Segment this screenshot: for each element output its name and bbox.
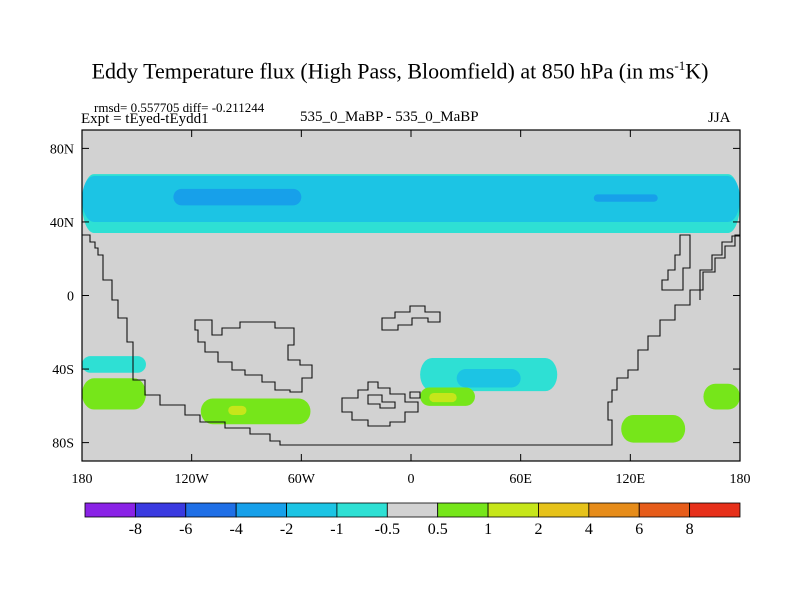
colorbar-swatch (84, 502, 136, 518)
region-sh-eastpacific-positive (703, 383, 740, 410)
coastline-south-america (82, 234, 613, 446)
colorbar-swatch (437, 502, 489, 518)
experiment-label: Expt = tEyed-tEydd1 (81, 111, 209, 127)
colorbar-swatch (286, 502, 338, 518)
x-tick-label: 120W (175, 472, 210, 487)
colorbar-label: -6 (179, 521, 192, 538)
chart-title: Eddy Temperature flux (High Pass, Bloomf… (0, 58, 800, 84)
y-tick-label: 80N (50, 142, 74, 157)
colorbar-label: -4 (229, 521, 242, 538)
chart-title-main: Eddy Temperature flux (High Pass, Bloomf… (91, 58, 675, 84)
coastline-antarctica-west (341, 381, 419, 427)
coastline-antarctica-east (607, 234, 740, 440)
coastlines (82, 234, 740, 446)
colorbar-swatch (487, 502, 539, 518)
region-sh-indian-negative-core (456, 369, 521, 388)
x-tick-label: 180 (730, 472, 751, 487)
comparison-label: 535_0_MaBP - 535_0_MaBP (300, 109, 479, 125)
colorbar-swatch (689, 502, 741, 518)
coastline-australia (381, 305, 441, 331)
x-tick-label: 120E (616, 472, 646, 487)
chart-title-superscript: -1 (674, 58, 686, 73)
y-tick-label: 40S (52, 363, 74, 378)
colorbar-swatch (638, 502, 691, 518)
coastline-small-island (409, 391, 421, 399)
y-tick-label: 40N (50, 216, 74, 231)
region-nh-band-strong-asia (593, 194, 658, 202)
colorbar-swatch (588, 502, 640, 518)
region-sh-pacific-negative (82, 356, 146, 373)
x-axis: 180 120W 60W 0 60E 120E 180 (72, 130, 751, 487)
region-sh-australia-positive (621, 415, 686, 443)
colorbar-label: -1 (330, 521, 343, 538)
colorbar-swatch (185, 502, 237, 518)
region-sh-pacific-positive (82, 378, 146, 410)
chart-title-end: K) (685, 58, 709, 84)
colorbar-label: -2 (280, 521, 293, 538)
colorbar: -8 -6 -4 -2 -1 -0.5 0.5 1 2 4 6 8 (84, 502, 741, 538)
contour-regions (82, 174, 740, 443)
x-tick-label: 60W (288, 472, 316, 487)
region-nh-band-core (82, 175, 740, 222)
coastline-eastern-edge (699, 235, 740, 300)
y-tick-label: 0 (67, 290, 74, 305)
colorbar-label: 1 (484, 521, 492, 538)
region-sh-southamerica-positive (200, 398, 311, 425)
coastline-island (367, 394, 396, 409)
colorbar-label: 2 (534, 521, 542, 538)
x-tick-label: 60E (509, 472, 532, 487)
colorbar-label: 4 (585, 521, 593, 538)
colorbar-label: -0.5 (375, 521, 400, 538)
coastline-africa (194, 319, 313, 393)
colorbar-label: 8 (686, 521, 694, 538)
colorbar-label: 6 (635, 521, 643, 538)
colorbar-swatch (235, 502, 287, 518)
season-label: JJA (708, 110, 731, 126)
x-tick-label: 180 (72, 472, 93, 487)
colorbar-swatch (386, 502, 439, 518)
colorbar-label: 0.5 (428, 521, 448, 538)
coastline-greenland (661, 234, 691, 291)
region-nh-band-strong-pacific (173, 188, 302, 206)
colorbar-swatch (134, 502, 187, 518)
y-axis: 80N 40N 0 40S 80S (50, 142, 740, 452)
colorbar-label: -8 (129, 521, 142, 538)
region-sh-southamerica-peak (228, 405, 247, 416)
y-tick-label: 80S (52, 437, 74, 452)
colorbar-swatch (538, 502, 590, 518)
colorbar-swatch (336, 502, 388, 518)
x-tick-label: 0 (408, 472, 415, 487)
rmsd-diff-label: rmsd= 0.557705 diff= -0.211244 (94, 100, 265, 115)
region-sh-atlantic-peak (429, 392, 457, 403)
